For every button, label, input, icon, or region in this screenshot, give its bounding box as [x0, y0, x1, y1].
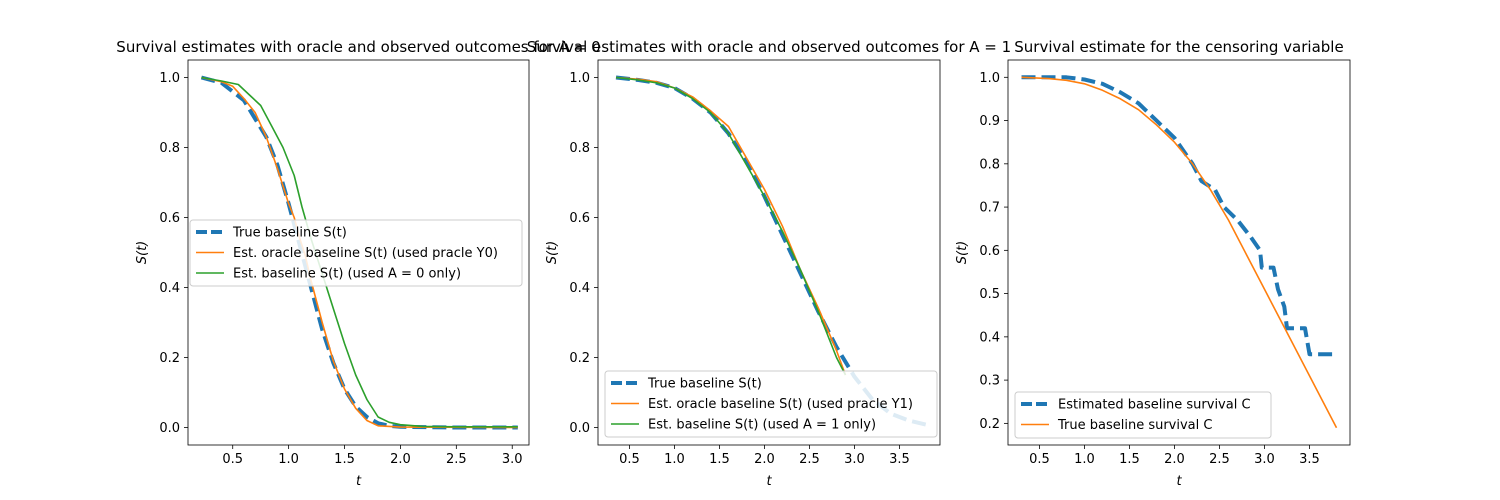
y-tick-label: 0.8: [979, 157, 1000, 172]
y-tick-label: 0.2: [159, 351, 180, 366]
legend-box: [604, 370, 938, 438]
x-tick-label: 2.5: [1209, 452, 1230, 467]
series-group: [1021, 75, 1338, 429]
x-tick-label: 2.0: [390, 452, 411, 467]
legend-box: [1014, 391, 1272, 439]
y-tick-label: 0.2: [979, 417, 1000, 432]
y-tick-label: 0.3: [979, 374, 1000, 389]
y-tick-label: 0.6: [979, 244, 1000, 259]
series-line-1: [615, 75, 927, 427]
y-axis-label: S(t): [955, 241, 970, 265]
legend: True baseline S(t) Est. oracle baseline S…: [604, 370, 938, 438]
y-axis-label: S(t): [135, 241, 150, 265]
x-tick-label: 2.5: [446, 452, 467, 467]
x-tick-label: 1.5: [334, 452, 355, 467]
plot-frame: [187, 59, 530, 446]
legend: True baseline S(t) Est. oracle baseline S…: [189, 219, 523, 287]
x-tick-label: 2.0: [754, 452, 775, 467]
y-tick-label: 0.7: [979, 201, 1000, 216]
panel-a0: Survival estimates with oracle and obser…: [116, 38, 600, 489]
series-line-2: [615, 76, 847, 376]
x-tick-label: 3.0: [502, 452, 523, 467]
series-line-3: [615, 76, 847, 376]
legend-label: Est. oracle baseline S(t) (used pracle Y…: [233, 246, 498, 261]
y-tick-label: 0.0: [159, 421, 180, 436]
legend-label: Estimated baseline survival C: [1058, 398, 1251, 413]
chart-title: Survival estimates with oracle and obser…: [527, 38, 1011, 56]
legend-label: Est. baseline S(t) (used A = 0 only): [233, 267, 461, 282]
chart-title: Survival estimates with oracle and obser…: [116, 38, 600, 56]
x-tick-label: 1.0: [664, 452, 685, 467]
y-tick-label: 0.2: [569, 351, 590, 366]
legend-label: Est. oracle baseline S(t) (used pracle Y…: [648, 397, 913, 412]
panel-a1: Survival estimates with oracle and obser…: [527, 38, 1011, 489]
y-tick-label: 0.6: [159, 211, 180, 226]
x-tick-label: 1.5: [1119, 452, 1140, 467]
x-axis-label: t: [356, 474, 362, 489]
x-tick-label: 3.0: [1254, 452, 1275, 467]
series-line-2: [1021, 76, 1338, 429]
x-tick-label: 1.0: [1074, 452, 1095, 467]
y-tick-label: 0.0: [569, 421, 590, 436]
x-tick-label: 1.0: [278, 452, 299, 467]
legend-box: [189, 219, 523, 287]
x-axis-label: t: [766, 474, 772, 489]
x-tick-label: 3.5: [1299, 452, 1320, 467]
legend-label: Est. baseline S(t) (used A = 1 only): [648, 418, 876, 433]
series-line-1: [200, 75, 518, 430]
x-tick-label: 3.5: [889, 452, 910, 467]
x-tick-label: 0.5: [222, 452, 243, 467]
panel-censoring: Survival estimate for the censoring vari…: [955, 38, 1351, 489]
x-tick-label: 0.5: [1029, 452, 1050, 467]
y-tick-label: 1.0: [159, 71, 180, 86]
plot-frame: [1007, 59, 1351, 446]
y-tick-label: 0.4: [979, 330, 1000, 345]
x-tick-label: 0.5: [619, 452, 640, 467]
y-tick-label: 0.8: [159, 141, 180, 156]
x-tick-label: 3.0: [844, 452, 865, 467]
y-axis-label: S(t): [545, 241, 560, 265]
y-tick-label: 1.0: [979, 71, 1000, 86]
chart-title: Survival estimate for the censoring vari…: [1014, 38, 1343, 56]
y-tick-label: 0.4: [569, 281, 590, 296]
legend-label: True baseline S(t): [647, 377, 762, 392]
plot-frame: [597, 59, 941, 446]
series-group: [615, 75, 927, 427]
y-tick-label: 0.5: [979, 287, 1000, 302]
y-tick-label: 0.6: [569, 211, 590, 226]
x-axis-label: t: [1176, 474, 1182, 489]
y-tick-label: 0.4: [159, 281, 180, 296]
x-tick-label: 2.0: [1164, 452, 1185, 467]
legend-label: True baseline survival C: [1057, 418, 1212, 433]
legend: Estimated baseline survival C True baseli…: [1014, 391, 1272, 439]
y-tick-label: 0.9: [979, 114, 1000, 129]
x-tick-label: 2.5: [799, 452, 820, 467]
series-line-1: [1021, 75, 1337, 357]
x-tick-label: 1.5: [709, 452, 730, 467]
y-tick-label: 0.8: [569, 141, 590, 156]
legend-label: True baseline S(t): [232, 226, 347, 241]
y-tick-label: 1.0: [569, 71, 590, 86]
